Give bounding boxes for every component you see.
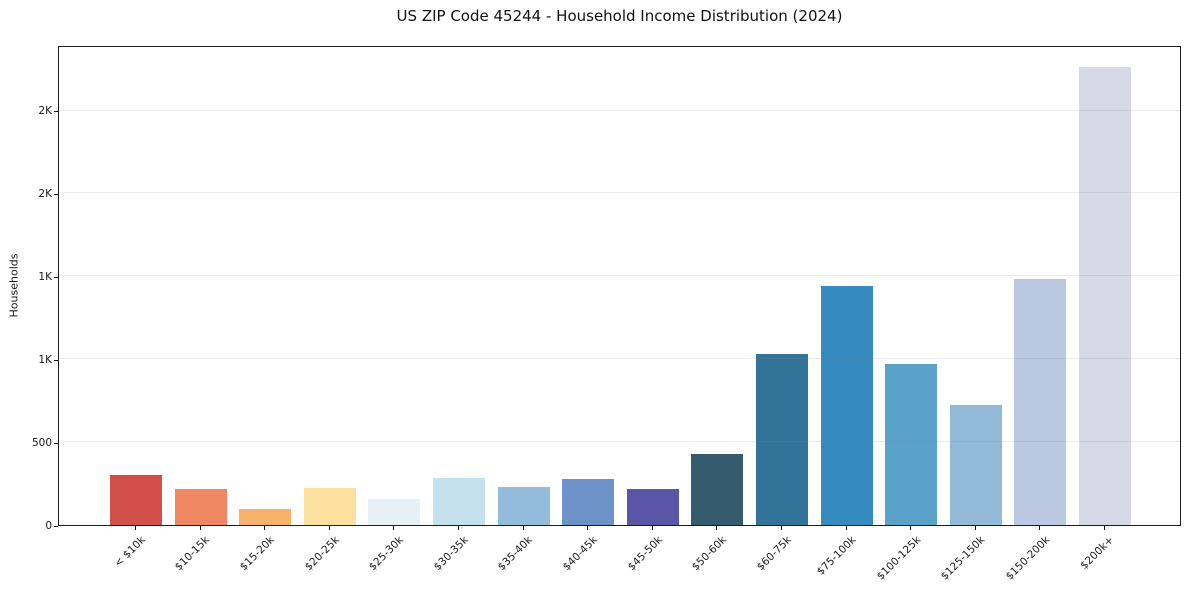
y-tick-mark xyxy=(54,525,58,527)
bar xyxy=(110,474,162,525)
x-tick-label-text: $150-200k xyxy=(1003,534,1052,583)
x-tick-mark xyxy=(1039,526,1041,530)
bar xyxy=(433,478,485,525)
y-tick-mark xyxy=(54,442,58,444)
y-axis-label: Households xyxy=(7,253,21,318)
x-tick-label-text: $50-60k xyxy=(689,534,729,574)
y-tick-mark xyxy=(54,276,58,278)
x-tick-label-text: < $10k xyxy=(111,534,148,570)
x-tick-label-text: $25-30k xyxy=(366,534,406,574)
x-tick-label-text: $30-35k xyxy=(431,534,471,574)
bar xyxy=(885,363,938,525)
x-tick-mark xyxy=(328,526,330,530)
x-tick-mark xyxy=(651,526,653,530)
x-tick-label-text: $45-50k xyxy=(625,534,665,574)
bar xyxy=(691,453,744,525)
x-tick-mark xyxy=(522,526,524,530)
x-tick-mark xyxy=(264,526,266,530)
bar xyxy=(820,286,873,525)
x-tick-label-text: $10-15k xyxy=(172,534,213,574)
y-tick-label: 1K xyxy=(38,271,52,284)
bar xyxy=(368,498,421,525)
x-tick-label-text: $200k+ xyxy=(1078,534,1117,572)
y-tick-label: 2K xyxy=(38,188,52,201)
x-tick-label-text: $100-125k xyxy=(874,534,923,583)
x-tick-label-text: $125-150k xyxy=(938,534,988,583)
gridline xyxy=(59,109,1180,111)
x-tick-mark xyxy=(1104,526,1105,530)
bar xyxy=(949,404,1002,525)
bar xyxy=(303,488,356,525)
bar xyxy=(497,487,550,525)
y-tick-label: 500 xyxy=(31,437,52,450)
bar xyxy=(756,353,808,525)
bar xyxy=(1014,279,1067,525)
bar xyxy=(1079,67,1131,525)
x-tick-label-text: $40-45k xyxy=(560,534,600,574)
gridline xyxy=(59,358,1180,360)
x-tick-mark xyxy=(974,526,976,530)
x-tick-mark xyxy=(393,526,395,530)
x-tick-mark xyxy=(199,526,201,530)
gridline xyxy=(59,275,1180,277)
x-tick-mark xyxy=(716,526,718,530)
x-tick-label-text: $15-20k xyxy=(237,534,277,574)
x-tick-label-text: $35-40k xyxy=(495,534,536,574)
x-tick-label-text: $75-100k xyxy=(814,534,859,578)
bar xyxy=(239,509,292,525)
x-tick-mark xyxy=(910,526,912,530)
y-tick-mark xyxy=(54,359,58,361)
y-tick-mark xyxy=(54,110,58,112)
x-tick-mark xyxy=(587,526,589,530)
plot-area xyxy=(58,46,1181,526)
y-tick-label: 2K xyxy=(38,105,52,118)
x-tick-mark xyxy=(781,526,782,530)
bar xyxy=(626,488,679,525)
y-tick-label: 1K xyxy=(38,354,52,367)
bar xyxy=(562,479,615,525)
gridline xyxy=(59,441,1180,443)
x-tick-mark xyxy=(135,526,136,530)
x-tick-mark xyxy=(845,526,847,530)
x-tick-label-text: $60-75k xyxy=(754,534,794,574)
y-tick-label: 0 xyxy=(45,520,52,532)
chart-title: US ZIP Code 45244 - Household Income Dis… xyxy=(396,7,843,25)
gridline xyxy=(59,192,1180,194)
x-tick-label-text: $20-25k xyxy=(302,534,342,574)
x-tick-mark xyxy=(458,526,459,530)
y-tick-mark xyxy=(54,193,58,195)
bar xyxy=(174,488,227,525)
